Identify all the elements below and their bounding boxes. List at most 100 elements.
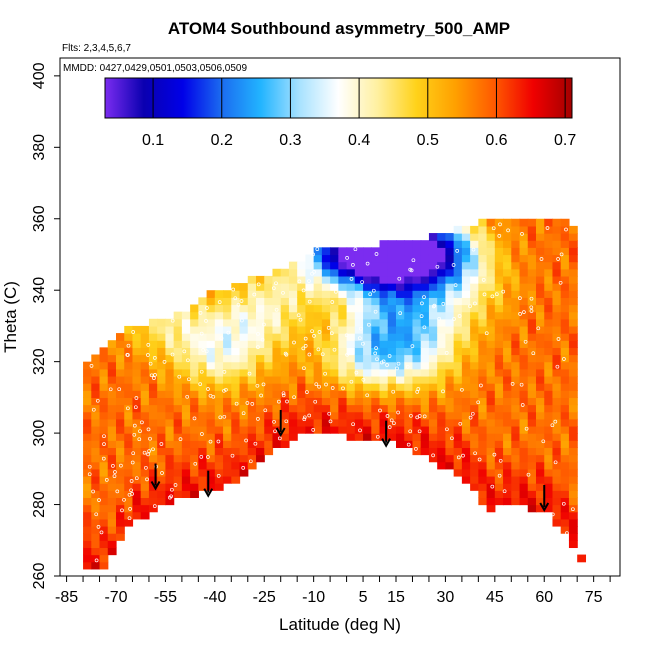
- heat-cell: [536, 433, 545, 441]
- heat-cell: [297, 411, 307, 420]
- heat-cell: [470, 454, 479, 463]
- heat-cell: [544, 497, 554, 506]
- observation-point: [262, 322, 266, 327]
- heat-cell: [503, 390, 512, 398]
- heat-cell: [387, 404, 397, 413]
- heat-cell: [231, 468, 241, 477]
- heat-cell: [478, 454, 488, 463]
- heat-cell: [519, 325, 529, 334]
- heat-cell: [140, 361, 150, 370]
- heat-cell: [363, 275, 372, 284]
- heat-cell: [428, 268, 438, 277]
- heat-cell: [503, 297, 512, 306]
- heat-cell: [231, 318, 241, 327]
- heat-cell: [297, 397, 307, 406]
- heat-cell: [116, 425, 125, 434]
- heat-cell: [297, 275, 307, 284]
- heat-cell: [503, 283, 512, 291]
- heat-cell: [560, 283, 570, 291]
- y-tick-label: 360: [31, 205, 48, 232]
- observation-point: [128, 507, 132, 511]
- observation-point: [494, 292, 499, 297]
- heat-cell: [206, 411, 216, 420]
- heat-cell: [544, 390, 554, 398]
- heat-cell: [272, 311, 282, 320]
- heat-cell: [83, 375, 92, 384]
- heat-cell: [91, 383, 101, 391]
- heat-cell: [494, 483, 504, 491]
- heat-cell: [99, 418, 109, 427]
- heat-cell: [445, 390, 455, 398]
- heat-cell: [330, 333, 339, 341]
- heat-cell: [412, 340, 422, 348]
- heat-cell: [297, 333, 307, 341]
- observation-point: [281, 393, 286, 398]
- heat-cell: [486, 218, 496, 227]
- heat-cell: [560, 411, 570, 420]
- heat-cell: [330, 254, 339, 263]
- heat-cell: [148, 497, 158, 506]
- heat-cell: [247, 383, 257, 391]
- heat-cell: [519, 254, 529, 263]
- heat-cell: [116, 404, 125, 413]
- heat-cell: [387, 397, 397, 406]
- heat-cell: [346, 333, 356, 341]
- heat-cell: [412, 240, 422, 248]
- heat-cell: [107, 490, 117, 498]
- y-tick-label: 380: [31, 134, 48, 161]
- observation-point: [256, 345, 260, 349]
- heat-cell: [305, 268, 315, 277]
- heat-cell: [83, 383, 92, 391]
- heat-cell: [470, 361, 479, 370]
- heat-cell: [527, 375, 537, 384]
- heat-cell: [338, 268, 348, 277]
- heat-cell: [305, 425, 315, 434]
- heat-cell: [280, 283, 290, 291]
- heat-cell: [428, 425, 438, 434]
- heat-cell: [132, 361, 142, 370]
- heat-cell: [288, 290, 298, 298]
- heat-cell: [91, 504, 101, 513]
- heat-cell: [478, 283, 488, 291]
- heat-cell: [256, 318, 265, 327]
- observation-point: [97, 498, 101, 502]
- observation-point: [431, 453, 435, 458]
- heat-cell: [107, 483, 117, 491]
- heat-cell: [420, 347, 430, 356]
- y-tick-label: 260: [31, 563, 48, 590]
- heat-cell: [536, 290, 545, 298]
- heat-cell: [445, 440, 455, 448]
- heat-cell: [181, 425, 191, 434]
- heat-cell: [371, 333, 381, 341]
- observation-point: [367, 322, 371, 327]
- observation-point: [553, 419, 558, 424]
- heat-cell: [305, 261, 315, 270]
- heat-cell: [181, 340, 191, 348]
- heat-cell: [387, 390, 397, 398]
- heat-cell: [486, 461, 496, 470]
- observation-point: [226, 330, 231, 335]
- observation-point: [274, 281, 278, 286]
- heat-cell: [338, 275, 348, 284]
- heat-cell: [206, 440, 216, 448]
- observation-point: [539, 257, 544, 261]
- heat-cell: [420, 340, 430, 348]
- heat-cell: [371, 297, 381, 306]
- heat-cell: [181, 490, 191, 498]
- observation-point: [317, 384, 321, 389]
- heat-cell: [264, 425, 274, 434]
- heat-cell: [313, 290, 323, 298]
- observation-point: [437, 316, 442, 321]
- heat-cell: [354, 254, 364, 263]
- heat-cell: [420, 290, 430, 298]
- heat-cell: [247, 333, 257, 341]
- heat-cell: [568, 504, 578, 513]
- heat-cell: [107, 447, 117, 456]
- heat-cell: [206, 468, 216, 477]
- heat-cell: [280, 325, 290, 334]
- heat-cell: [552, 504, 562, 513]
- heat-cell: [346, 404, 356, 413]
- heat-cell: [478, 447, 488, 456]
- observation-point: [357, 336, 362, 341]
- heat-cell: [437, 275, 447, 284]
